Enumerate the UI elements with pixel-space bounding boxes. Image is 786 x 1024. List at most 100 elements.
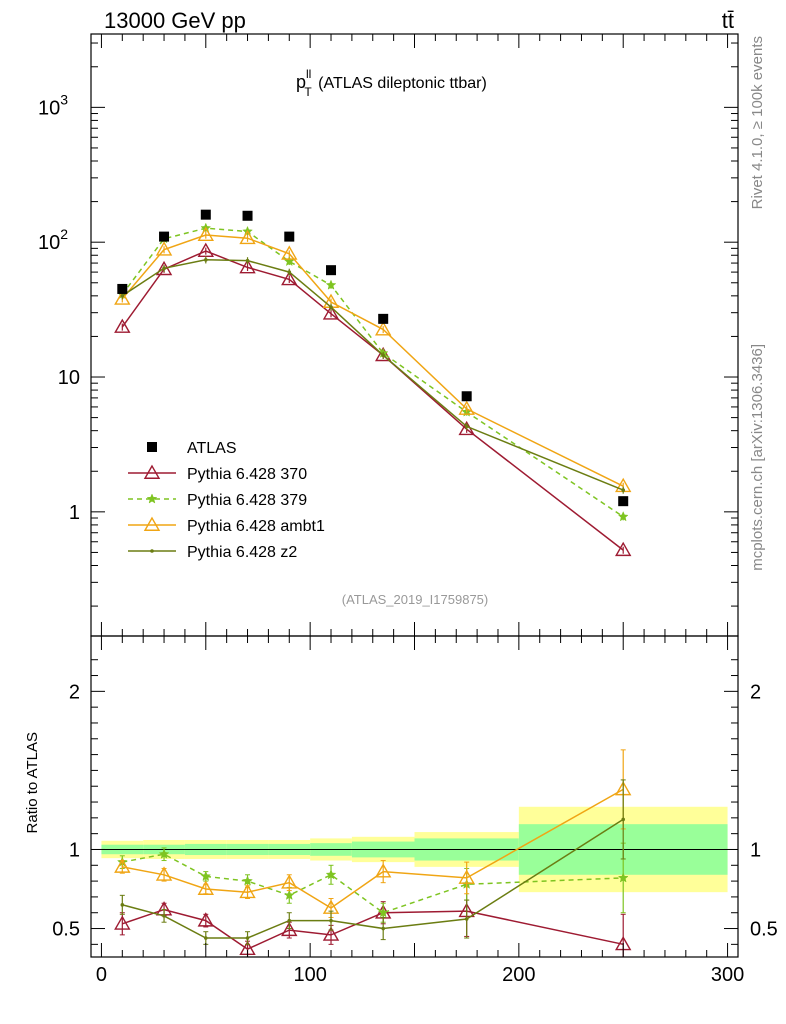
legend-label-atlas: ATLAS: [187, 440, 237, 457]
y-tick-label-exp: 2: [60, 226, 68, 242]
series-line: [121, 227, 624, 518]
ratio-tick-label-left: 2: [69, 681, 80, 703]
marker-star: [617, 872, 629, 883]
marker-dot: [120, 903, 125, 907]
marker-triangle: [374, 321, 392, 336]
marker-triangle: [143, 516, 161, 531]
y-tick-label: 103: [38, 91, 68, 119]
marker-dot: [245, 936, 250, 940]
marker-dot: [245, 258, 250, 263]
plot-title-sub: T: [304, 85, 312, 99]
marker-star: [200, 870, 212, 881]
ratio-tick-label-right: 1: [750, 839, 761, 861]
marker-square: [284, 231, 295, 242]
y-tick-label: 1: [69, 502, 80, 524]
marker-star: [325, 279, 337, 290]
marker-triangle: [458, 400, 475, 415]
marker-dot: [120, 294, 125, 298]
marker-triangle: [155, 260, 173, 276]
marker-dot: [287, 270, 292, 274]
marker-triangle: [114, 290, 131, 305]
marker-dot: [621, 817, 626, 822]
marker-star: [617, 511, 629, 522]
marker-triangle: [197, 912, 214, 927]
marker-dot: [381, 926, 385, 931]
marker-triangle: [322, 926, 340, 941]
marker-square: [326, 265, 337, 276]
marker-dot: [464, 424, 469, 429]
marker-star: [283, 889, 295, 900]
marker-dot: [162, 266, 166, 271]
marker-triangle: [197, 880, 214, 895]
marker-square: [461, 391, 472, 402]
x-tick-label: 0: [96, 964, 107, 986]
side-label-bottom: mcplots.cern.ch [arXiv:1306.3436]: [749, 344, 766, 571]
ratio-tick-label-left: 0.5: [52, 919, 80, 941]
marker-triangle: [239, 259, 256, 274]
marker-triangle: [281, 874, 298, 889]
marker-square: [200, 209, 211, 220]
marker-star: [146, 493, 158, 504]
header-right: tt̄: [722, 8, 734, 33]
y-tick-label-exp: 3: [60, 91, 68, 107]
legend-label: Pythia 6.428 379: [187, 492, 307, 509]
ratio-tick-label-left: 1: [69, 839, 80, 861]
marker-star: [377, 907, 389, 918]
legend-label: Pythia 6.428 370: [187, 466, 307, 483]
marker-square: [242, 210, 253, 221]
marker-square: [378, 313, 389, 324]
side-label-top: Rivet 4.1.0, ≥ 100k events: [749, 36, 766, 209]
marker-star: [283, 255, 295, 267]
marker-triangle: [197, 242, 214, 257]
y-ticks-main: [91, 42, 738, 607]
ratio-plot: 0 100 200 300 0.5 0.5 1 1 2 2: [52, 34, 778, 986]
y-tick-label-base: 10: [38, 97, 60, 119]
marker-square: [117, 283, 128, 294]
marker-triangle: [114, 915, 131, 930]
series-pythia-6-428-z2: [120, 256, 626, 494]
marker-dot: [381, 353, 385, 358]
analysis-id: (ATLAS_2019_I1759875): [342, 592, 488, 607]
marker-triangle: [155, 241, 173, 256]
marker-triangle: [281, 270, 298, 286]
marker-dot: [162, 914, 166, 918]
ratio-tick-label-right: 2: [750, 681, 761, 703]
y-tick-label: 102: [38, 226, 68, 254]
marker-triangle: [114, 858, 131, 873]
series-atlas-data: [117, 209, 629, 507]
marker-star: [158, 848, 170, 859]
marker-triangle: [374, 346, 392, 362]
marker-star: [325, 869, 337, 880]
marker-dot: [464, 917, 469, 921]
marker-dot: [203, 258, 208, 262]
marker-dot: [329, 305, 333, 309]
plot-title: pll T (ATLAS dileptonic ttbar): [296, 67, 487, 99]
main-series-group: [114, 209, 632, 557]
ratio-series-group: [114, 749, 632, 957]
marker-dot: [329, 918, 333, 923]
ratio-tick-label-right: 0.5: [750, 919, 778, 941]
marker-dot: [203, 936, 208, 940]
x-tick-label: 200: [502, 964, 535, 986]
ratio-line: [122, 908, 624, 950]
marker-square: [147, 442, 157, 452]
plot-title-main: p: [296, 72, 306, 92]
plot-title-sup: ll: [306, 67, 311, 81]
marker-dot: [287, 918, 292, 923]
marker-square: [159, 231, 170, 242]
x-tick-label: 300: [711, 964, 744, 986]
y-tick-label-base: 10: [38, 232, 60, 254]
marker-triangle: [615, 541, 632, 557]
marker-triangle: [458, 869, 475, 884]
marker-triangle: [281, 245, 298, 260]
legend: ATLAS Pythia 6.428 370 Pythia 6.428 379 Pyt…: [128, 440, 325, 561]
marker-triangle: [374, 863, 392, 878]
marker-dot: [621, 488, 626, 492]
ratio-frame: [90, 635, 739, 958]
marker-star: [242, 875, 253, 886]
marker-triangle: [197, 226, 214, 241]
ratio-ylabel: Ratio to ATLAS: [24, 732, 41, 833]
marker-triangle: [155, 866, 173, 881]
x-ticks: [100, 34, 729, 957]
